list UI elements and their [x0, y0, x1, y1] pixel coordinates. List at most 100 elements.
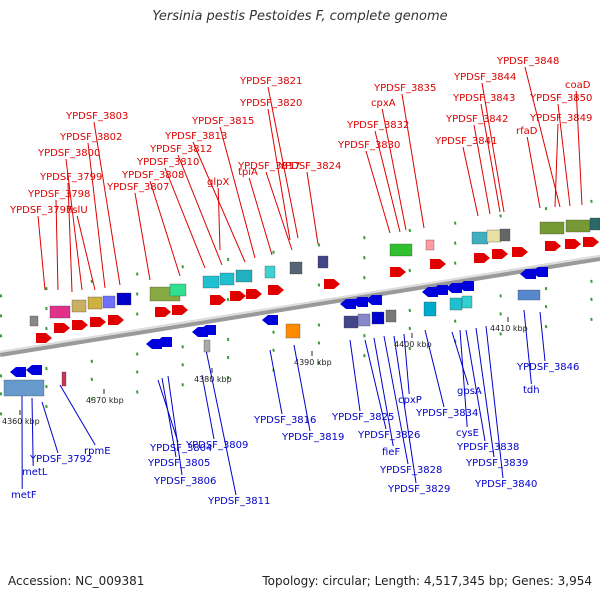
scale-tick-label: 4370 kbp [86, 396, 124, 405]
reverse-leader-line [349, 339, 361, 412]
reverse-gene-label: YPDSF_3826 [357, 430, 420, 441]
forward-leader-line [149, 180, 181, 277]
accession-text: Accession: NC_009381 [8, 574, 145, 588]
forward-gene-label: YPDSF_3844 [453, 72, 516, 83]
reverse-leader-line [523, 309, 532, 385]
reverse-arrow [432, 285, 448, 295]
forward-gene-label: YPDSF_3802 [59, 132, 122, 143]
reverse-arrow [262, 315, 278, 325]
forward-leader-line [267, 86, 299, 239]
reverse-gene-label: YPDSF_3804 [149, 443, 212, 454]
reverse-gene-label: YPDSF_3816 [253, 415, 316, 426]
forward-gene-label: YPDSF_3835 [373, 83, 436, 94]
gene-feature [449, 297, 463, 311]
gene-feature [203, 339, 211, 353]
forward-gene-label: YPDSF_3841 [434, 136, 497, 147]
reverse-gene-label: gpsA [457, 386, 482, 397]
forward-gene-label: hslU [66, 205, 88, 216]
gene-feature [389, 243, 413, 257]
reverse-arrow [26, 365, 42, 375]
forward-gene-label: YPDSF_3815 [191, 116, 254, 127]
reverse-gene-label: rpmE [84, 446, 111, 457]
gene-feature [486, 229, 502, 243]
gene-feature [565, 219, 591, 233]
forward-gene-label: glpX [207, 177, 229, 188]
forward-leader-line [164, 167, 206, 269]
reverse-gene-label: YPDSF_3825 [331, 412, 394, 423]
forward-gene-label: YPDSF_3807 [106, 182, 169, 193]
scale-tick-label: 4400 kbp [394, 340, 432, 349]
forward-gene-label: YPDSF_3843 [452, 93, 515, 104]
scale-tick-label: 4390 kbp [294, 358, 332, 367]
gene-feature [169, 283, 187, 297]
gene-feature [385, 309, 397, 323]
reverse-gene-label: YPDSF_3819 [281, 432, 344, 443]
reverse-gene-label: YPDSF_3805 [147, 458, 210, 469]
forward-gene-label: tpiA [238, 167, 258, 178]
forward-leader-line [374, 130, 401, 233]
reverse-gene-label: tdh [523, 385, 540, 396]
forward-leader-line [67, 182, 73, 293]
reverse-gene-label: metF [11, 490, 37, 501]
reverse-leader-line [459, 329, 468, 428]
genome-summary-text: Topology: circular; Length: 4,517,345 bp… [262, 574, 592, 588]
reverse-leader-line [364, 339, 387, 430]
reverse-leader-line [485, 325, 504, 479]
reverse-leader-line [293, 344, 311, 432]
forward-leader-line [177, 154, 223, 266]
forward-arrow [390, 267, 406, 277]
forward-leader-line [55, 199, 59, 291]
reverse-leader-line [403, 333, 410, 395]
forward-arrow [155, 307, 171, 317]
forward-gene-label: YPDSF_3812 [149, 144, 212, 155]
forward-gene-label: YPDSF_3821 [239, 76, 302, 87]
reverse-gene-label: YPDSF_3829 [387, 484, 450, 495]
forward-arrow [36, 333, 52, 343]
forward-gene-label: rfaD [516, 126, 538, 137]
forward-gene-label: YPDSF_3824 [278, 161, 341, 172]
gene-feature [29, 315, 39, 327]
gene-feature [49, 305, 71, 319]
forward-gene-label: YPDSF_3817 [237, 161, 300, 172]
scale-ticks: 4360 kbp 4370 kbp 4380 kbp 4390 kbp 4400 kbp… [2, 317, 528, 426]
reverse-leader-line [41, 401, 59, 454]
forward-gene-label: YPDSF_3832 [346, 120, 409, 131]
forward-arrow [512, 247, 528, 257]
reverse-leader-line [424, 329, 445, 408]
reverse-gene-label: YPDSF_3840 [474, 479, 537, 490]
gene-feature [61, 371, 67, 387]
gene-feature [517, 289, 541, 301]
forward-arrow [565, 239, 581, 249]
reverse-leader-line [393, 335, 417, 484]
gene-feature [235, 269, 253, 283]
forward-gene-label: YPDSF_3808 [121, 170, 184, 181]
scale-tick-label: 4380 kbp [194, 375, 232, 384]
guide-track-3 [0, 278, 600, 378]
genome-backbone [0, 255, 600, 357]
forward-arrow [268, 285, 284, 295]
reverse-gene-label: YPDSF_3792 [29, 454, 92, 465]
reverse-gene-label: cpxP [398, 395, 422, 406]
forward-arrow [545, 241, 561, 251]
forward-arrow [430, 259, 446, 269]
reverse-leader-line [31, 397, 34, 467]
forward-gene-label: YPDSF_3799 [39, 172, 102, 183]
forward-gene-label: YPDSF_3830 [337, 140, 400, 151]
reverse-arrow [458, 281, 474, 291]
reverse-gene-label: metL [22, 467, 48, 478]
reverse-gene-label: YPDSF_3809 [185, 440, 248, 451]
forward-arrow [583, 237, 599, 247]
reverse-leader-line [269, 349, 283, 415]
reverse-arrow [366, 295, 382, 305]
scale-tick-label: 4360 kbp [2, 417, 40, 426]
reverse-arrow [446, 283, 462, 293]
forward-leader-line [219, 126, 256, 259]
reverse-gene-label: YPDSF_3806 [153, 476, 216, 487]
forward-leader-line [557, 103, 571, 207]
guide-track-0 [0, 198, 600, 298]
forward-leader-lines [37, 66, 583, 293]
reverse-gene-label: cysE [456, 428, 479, 439]
forward-gene-label: YPDSF_3800 [37, 148, 100, 159]
genome-backbone-highlight [0, 255, 600, 353]
